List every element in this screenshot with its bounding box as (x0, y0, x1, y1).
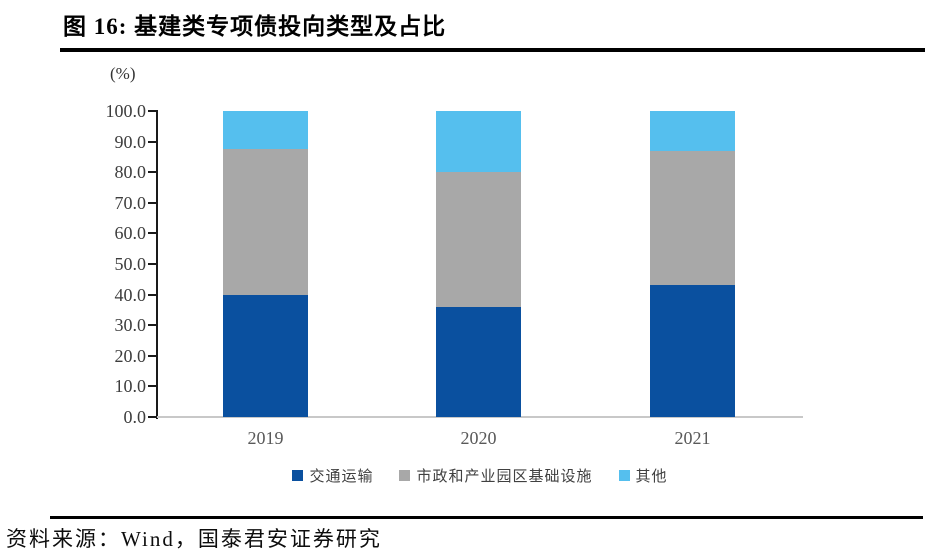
y-axis-tick-label: 30.0 (114, 315, 147, 336)
bar-segment-2019-交通运输 (223, 294, 308, 417)
bar-segment-2019-其他 (223, 111, 308, 150)
y-axis-tick-label: 100.0 (105, 101, 147, 121)
bar-segment-2019-市政和产业园区基础设施 (223, 149, 308, 295)
y-axis-tick (148, 385, 156, 388)
y-axis-tick (148, 416, 156, 418)
y-axis-tick-label: 70.0 (114, 192, 147, 213)
x-axis-label-2020: 2020 (460, 428, 497, 448)
y-axis-tick (148, 293, 156, 296)
legend-label: 其他 (635, 468, 668, 485)
legend-swatch-icon (618, 469, 630, 481)
legend-item-交通运输: 交通运输 (292, 465, 373, 486)
bar-segment-2021-交通运输 (650, 285, 735, 417)
chart-legend: 交通运输 市政和产业园区基础设施 其他 (157, 464, 803, 486)
y-axis-tick (148, 171, 156, 174)
legend-swatch-icon (292, 469, 304, 481)
y-axis-tick (148, 140, 156, 143)
legend-label: 市政和产业园区基础设施 (416, 468, 593, 485)
y-axis-tick-label: 40.0 (114, 284, 147, 305)
y-axis-tick-label: 50.0 (114, 254, 147, 274)
bar-segment-2020-其他 (436, 111, 521, 173)
legend-item-其他: 其他 (618, 465, 668, 486)
y-axis-tick-label: 10.0 (114, 376, 147, 397)
y-axis-tick (148, 354, 156, 357)
y-axis-tick (148, 110, 156, 112)
y-axis-unit-label: (%) (110, 64, 136, 83)
source-note: 资料来源：Wind，国泰君安证券研究 (6, 527, 382, 551)
x-axis-label-2021: 2021 (674, 428, 711, 448)
y-axis-tick-label: 80.0 (114, 162, 147, 183)
bar-segment-2020-交通运输 (436, 306, 521, 417)
title-divider (60, 48, 925, 52)
x-axis-baseline (157, 416, 803, 418)
y-axis-tick-label: 0.0 (123, 407, 147, 427)
figure-title: 图 16: 基建类专项债投向类型及占比 (63, 14, 447, 39)
y-axis-line (156, 110, 158, 419)
x-axis-label-2019: 2019 (247, 428, 284, 448)
bar-segment-2020-市政和产业园区基础设施 (436, 172, 521, 307)
y-axis-tick (148, 201, 156, 204)
y-axis-tick-label: 20.0 (114, 345, 147, 366)
legend-label: 交通运输 (309, 468, 374, 485)
y-axis-tick (148, 232, 156, 235)
y-axis-tick (148, 324, 156, 327)
legend-item-市政和产业园区基础设施: 市政和产业园区基础设施 (399, 465, 592, 486)
footer-divider (50, 516, 923, 519)
y-axis-tick-label: 60.0 (114, 223, 147, 244)
bar-segment-2021-其他 (650, 111, 735, 151)
y-axis-tick-label: 90.0 (114, 131, 147, 152)
legend-swatch-icon (399, 469, 411, 481)
y-axis-tick (148, 263, 156, 265)
bar-segment-2021-市政和产业园区基础设施 (650, 150, 735, 286)
